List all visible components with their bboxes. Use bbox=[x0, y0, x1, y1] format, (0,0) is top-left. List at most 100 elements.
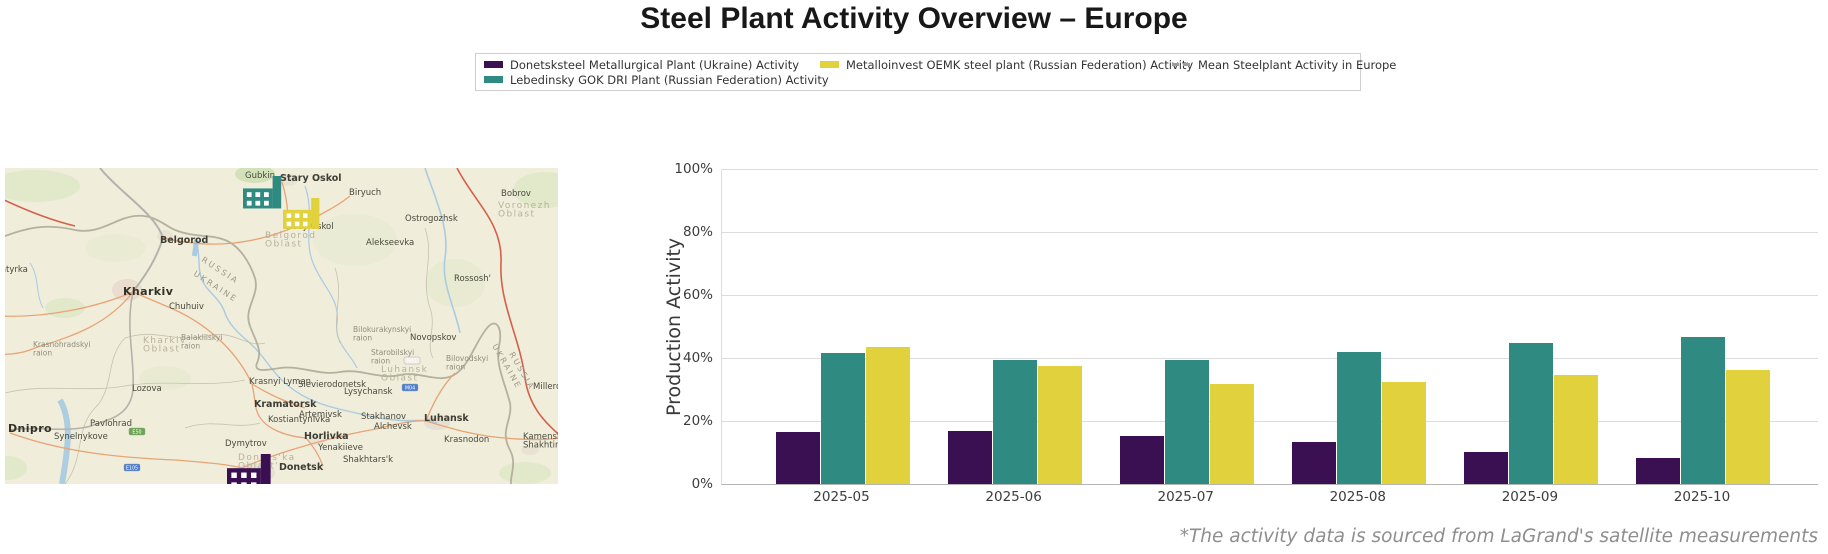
map-label: Alchevsk bbox=[374, 422, 412, 432]
legend-dashed-line bbox=[1172, 63, 1191, 66]
map-label: Lozova bbox=[132, 384, 162, 394]
legend-item: Lebedinsky GOK DRI Plant (Russian Federa… bbox=[484, 72, 829, 87]
legend-item: Mean Steelplant Activity in Europe bbox=[1172, 57, 1396, 72]
road-badge: H21 bbox=[403, 356, 421, 364]
map-label: Krasnyi Lyman bbox=[249, 377, 311, 387]
map-label: Sievierodonetsk bbox=[298, 380, 366, 390]
gridline bbox=[722, 421, 1818, 422]
map-label: Novopskov bbox=[410, 333, 456, 343]
map-label: Artemivsk bbox=[299, 410, 342, 420]
map-label: Kamensk-Shakhtinsky bbox=[523, 432, 558, 451]
map-roads bbox=[5, 168, 558, 469]
legend-swatch bbox=[484, 76, 503, 83]
map-country-border bbox=[5, 214, 515, 484]
bar-2025-10-series0 bbox=[1636, 458, 1680, 484]
road-badge: E50 bbox=[128, 427, 146, 435]
bar-2025-07-series2 bbox=[1209, 383, 1254, 484]
map-canvas: H21 M04 E50 E105 Kharkiv Dnipro Belgorod Luhan… bbox=[5, 168, 558, 484]
legend-item: Donetsksteel Metallurgical Plant (Ukrain… bbox=[484, 57, 820, 72]
map-label: Bilokurakynskyi raion bbox=[353, 325, 411, 343]
bar-2025-09-series0 bbox=[1463, 451, 1508, 484]
footnote: *The activity data is sourced from LaGra… bbox=[1179, 526, 1818, 547]
bar-2025-05-series1 bbox=[820, 352, 865, 484]
gridline bbox=[722, 232, 1818, 233]
map-factory-icons bbox=[227, 176, 320, 484]
gridline bbox=[722, 295, 1818, 296]
map-label: Kramatorsk bbox=[254, 399, 317, 410]
map-label: Krasnohradskyi raion bbox=[33, 340, 91, 358]
x-tick-label: 2025-05 bbox=[813, 489, 870, 505]
map-label: Gubkin bbox=[245, 171, 275, 181]
map-label: Biryuch bbox=[349, 188, 381, 198]
map-label: Belgorod bbox=[160, 235, 208, 246]
bar-2025-06-series1 bbox=[992, 360, 1037, 484]
x-tick-label: 2025-07 bbox=[1157, 489, 1214, 505]
bar-chart-plot-area bbox=[721, 169, 1818, 485]
map-label: Alekseevka bbox=[366, 238, 414, 248]
map-road-badges: H21 M04 E50 E105 bbox=[123, 356, 421, 471]
y-tick-label: 100% bbox=[674, 161, 713, 177]
bar-2025-08-series2 bbox=[1381, 381, 1426, 484]
map-label: Kostiantynivka bbox=[268, 415, 330, 425]
map-label: Kharkiv Oblast bbox=[143, 336, 187, 355]
gridline bbox=[722, 358, 1818, 359]
map-label: Donetsk bbox=[279, 462, 324, 473]
legend-column: Donetsksteel Metallurgical Plant (Ukrain… bbox=[484, 57, 829, 87]
legend-item-label: Donetsksteel Metallurgical Plant (Ukrain… bbox=[510, 57, 800, 72]
svg-text:E105: E105 bbox=[126, 465, 138, 471]
map-label: Horlivka bbox=[304, 431, 349, 442]
legend-swatch bbox=[484, 61, 503, 68]
y-tick-label: 60% bbox=[682, 287, 713, 303]
map-label: Rossosh' bbox=[454, 274, 491, 284]
y-tick-label: 20% bbox=[682, 413, 713, 429]
map-label: Shakhtars'k bbox=[343, 455, 393, 465]
x-tick-label: 2025-06 bbox=[985, 489, 1042, 505]
bar-2025-06-series2 bbox=[1037, 365, 1082, 484]
x-tick-label: 2025-09 bbox=[1501, 489, 1559, 505]
bar-2025-07-series1 bbox=[1164, 359, 1209, 484]
page-title: Steel Plant Activity Overview – Europe bbox=[640, 2, 1188, 35]
svg-text:E50: E50 bbox=[132, 429, 141, 435]
map-label: Chuhuiv bbox=[169, 302, 204, 312]
y-axis-label: Production Activity bbox=[663, 237, 685, 416]
factory-icon bbox=[227, 454, 271, 484]
bar-2025-06-series0 bbox=[947, 431, 992, 484]
road-badge: E105 bbox=[123, 463, 141, 471]
y-tick-label: 80% bbox=[682, 224, 713, 240]
factory-icon bbox=[243, 176, 282, 209]
map-label: Stakhanov bbox=[361, 412, 406, 422]
map-label: Yenakiieve bbox=[317, 443, 363, 453]
map-label: Belgorod Oblast bbox=[265, 231, 316, 250]
bar-2025-09-series2 bbox=[1553, 375, 1598, 484]
map-label: Balakliiskyi raion bbox=[181, 333, 223, 351]
map-label: Bilovodskyi raion bbox=[446, 354, 488, 372]
bar-2025-10-series2 bbox=[1726, 370, 1770, 484]
svg-text:H21: H21 bbox=[407, 358, 417, 364]
legend-column: Metalloinvest OEMK steel plant (Russian … bbox=[820, 57, 1193, 87]
map-label: Millerovo bbox=[533, 382, 558, 392]
road-badge: M04 bbox=[401, 383, 419, 391]
map-label: Ostrogozhsk bbox=[405, 214, 458, 224]
legend-item-label: Metalloinvest OEMK steel plant (Russian … bbox=[846, 57, 1194, 72]
map-label: Dymytrov bbox=[225, 439, 267, 449]
map-label: Luhansk bbox=[424, 413, 469, 424]
bar-2025-05-series0 bbox=[775, 432, 820, 484]
map-panel: H21 M04 E50 E105 Kharkiv Dnipro Belgorod Luhan… bbox=[5, 168, 558, 484]
map-label: Voronezh Oblast bbox=[498, 201, 551, 220]
bar-2025-10-series1 bbox=[1681, 337, 1725, 484]
map-label: Lysychansk bbox=[344, 387, 393, 397]
x-tick-label: 2025-08 bbox=[1329, 489, 1386, 505]
legend-item-label: Lebedinsky GOK DRI Plant (Russian Federa… bbox=[510, 72, 829, 87]
map-label: Pavlohrad bbox=[90, 419, 132, 429]
bar-2025-09-series1 bbox=[1508, 342, 1553, 484]
map-label: Dnipro bbox=[8, 422, 52, 435]
map-label: Okhtyrka bbox=[5, 265, 28, 275]
gridline bbox=[722, 169, 1818, 170]
bar-2025-08-series0 bbox=[1291, 442, 1336, 484]
y-tick-label: 40% bbox=[682, 350, 713, 366]
bar-2025-07-series0 bbox=[1119, 436, 1164, 484]
factory-icon bbox=[283, 198, 320, 229]
legend-item: Metalloinvest OEMK steel plant (Russian … bbox=[820, 57, 1193, 72]
legend-swatch bbox=[820, 61, 839, 68]
